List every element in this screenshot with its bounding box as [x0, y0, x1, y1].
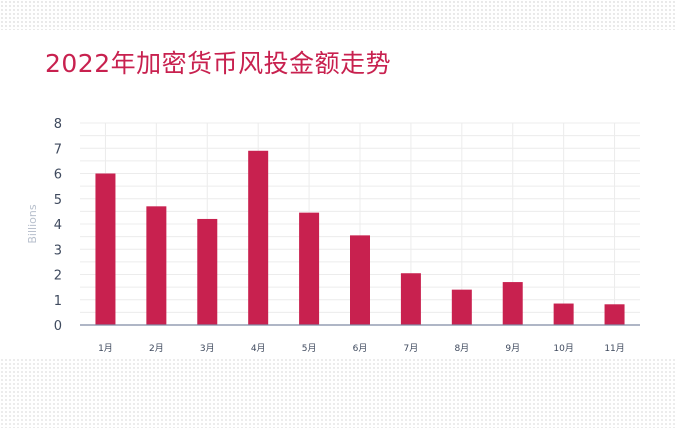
bars	[95, 150, 625, 325]
dot-pattern-bottom	[0, 358, 675, 428]
bar-3	[197, 218, 218, 325]
y-tick-label: 4	[54, 218, 62, 233]
chart-title: 2022年加密货币风投金额走势	[45, 49, 392, 78]
bar-9	[502, 282, 523, 325]
y-tick-label: 1	[54, 294, 62, 309]
x-tick-label: 5月	[302, 343, 317, 354]
x-tick-label: 7月	[404, 343, 419, 354]
dot-pattern-top	[0, 0, 675, 30]
y-tick-labels: 0 1 2 3 4 5 6 7 8	[54, 117, 62, 334]
x-tick-label: 2月	[149, 343, 164, 354]
bar-2	[146, 206, 167, 325]
x-tick-labels: 1月 2月 3月 4月 5月 6月 7月 8月 9月 10月 11月	[98, 343, 625, 354]
x-tick-label: 3月	[200, 343, 215, 354]
bar-6	[350, 235, 370, 325]
x-tick-label: 1月	[98, 343, 113, 354]
y-tick-label: 2	[54, 269, 62, 284]
x-tick-label: 9月	[505, 343, 520, 354]
bar-1	[95, 173, 116, 325]
y-tick-label: 5	[54, 193, 62, 208]
x-tick-label: 8月	[454, 343, 469, 354]
bar-10	[553, 303, 574, 325]
y-axis-label: Billions	[26, 204, 39, 243]
y-tick-label: 3	[54, 243, 62, 258]
y-tick-label: 0	[54, 319, 62, 334]
x-tick-label: 4月	[251, 343, 266, 354]
bar-8	[451, 289, 472, 325]
x-tick-label: 10月	[553, 343, 573, 354]
bar-4	[248, 150, 269, 325]
bar-11	[604, 304, 625, 325]
y-tick-label: 8	[54, 117, 62, 132]
y-tick-label: 6	[54, 168, 62, 183]
bar-5	[299, 212, 320, 325]
bar-7	[400, 273, 421, 325]
x-tick-label: 11月	[604, 343, 624, 354]
y-tick-label: 7	[54, 142, 62, 157]
x-tick-label: 6月	[353, 343, 368, 354]
